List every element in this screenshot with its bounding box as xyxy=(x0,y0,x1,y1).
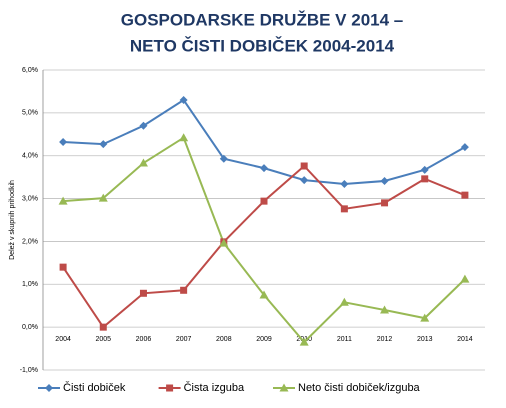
x-tick-label: 2004 xyxy=(55,336,71,343)
marker xyxy=(421,175,429,183)
marker xyxy=(381,199,389,207)
marker xyxy=(300,176,309,185)
y-tick-label: 0,0% xyxy=(22,324,38,331)
x-tick-label: 2006 xyxy=(136,336,152,343)
x-tick-label: 2012 xyxy=(377,336,393,343)
y-tick-label: 2,0% xyxy=(22,238,38,245)
marker xyxy=(340,180,349,188)
marker xyxy=(260,164,268,173)
legend-marker xyxy=(45,384,53,392)
x-tick-label: 2013 xyxy=(417,336,433,343)
marker xyxy=(219,238,229,247)
marker xyxy=(180,286,188,294)
marker xyxy=(380,177,389,185)
marker xyxy=(259,290,269,299)
marker xyxy=(139,289,147,297)
marker xyxy=(99,323,107,331)
marker xyxy=(58,196,68,205)
y-tick-label: 3,0% xyxy=(22,195,38,202)
line xyxy=(62,164,466,329)
x-tick-label: 2011 xyxy=(337,336,352,343)
marker xyxy=(98,193,108,202)
marker xyxy=(59,263,67,271)
legend-label: Čisti dobiček xyxy=(63,381,126,394)
marker xyxy=(299,337,309,346)
marker xyxy=(340,205,348,213)
x-tick-label: 2009 xyxy=(256,336,272,343)
y-tick-label: 6,0% xyxy=(22,67,38,74)
marker xyxy=(260,197,268,205)
marker xyxy=(460,143,469,152)
chart-title: NETO ČISTI DOBIČEK 2004-2014 xyxy=(130,36,395,55)
chart-title: GOSPODARSKE DRUŽBE V 2014 – xyxy=(121,10,403,29)
y-tick-label: 5,0% xyxy=(22,110,38,117)
x-tick-label: 2014 xyxy=(457,336,473,343)
x-tick-label: 2008 xyxy=(216,336,232,343)
legend-marker xyxy=(166,384,174,392)
marker xyxy=(59,138,68,146)
y-axis-label: Delež v skupnih prihodkih xyxy=(9,180,16,260)
marker xyxy=(300,162,308,170)
legend-marker xyxy=(279,383,289,392)
legend-label: Čista izguba xyxy=(184,381,245,394)
y-tick-label: 1,0% xyxy=(22,281,38,288)
marker xyxy=(139,121,148,130)
y-tick-label: 4,0% xyxy=(22,153,38,160)
x-tick-label: 2007 xyxy=(176,336,192,343)
x-tick-label: 2005 xyxy=(95,336,111,343)
marker xyxy=(461,191,469,199)
marker xyxy=(420,165,429,174)
marker xyxy=(179,96,188,104)
marker xyxy=(380,305,390,314)
legend-label: Neto čisti dobiček/izguba xyxy=(298,382,421,394)
marker xyxy=(99,140,108,149)
marker xyxy=(219,154,228,163)
marker xyxy=(460,274,470,283)
marker xyxy=(179,133,189,142)
y-tick-label: -1,0% xyxy=(20,367,38,374)
marker xyxy=(420,313,430,322)
marker xyxy=(138,158,148,167)
marker xyxy=(339,297,349,306)
